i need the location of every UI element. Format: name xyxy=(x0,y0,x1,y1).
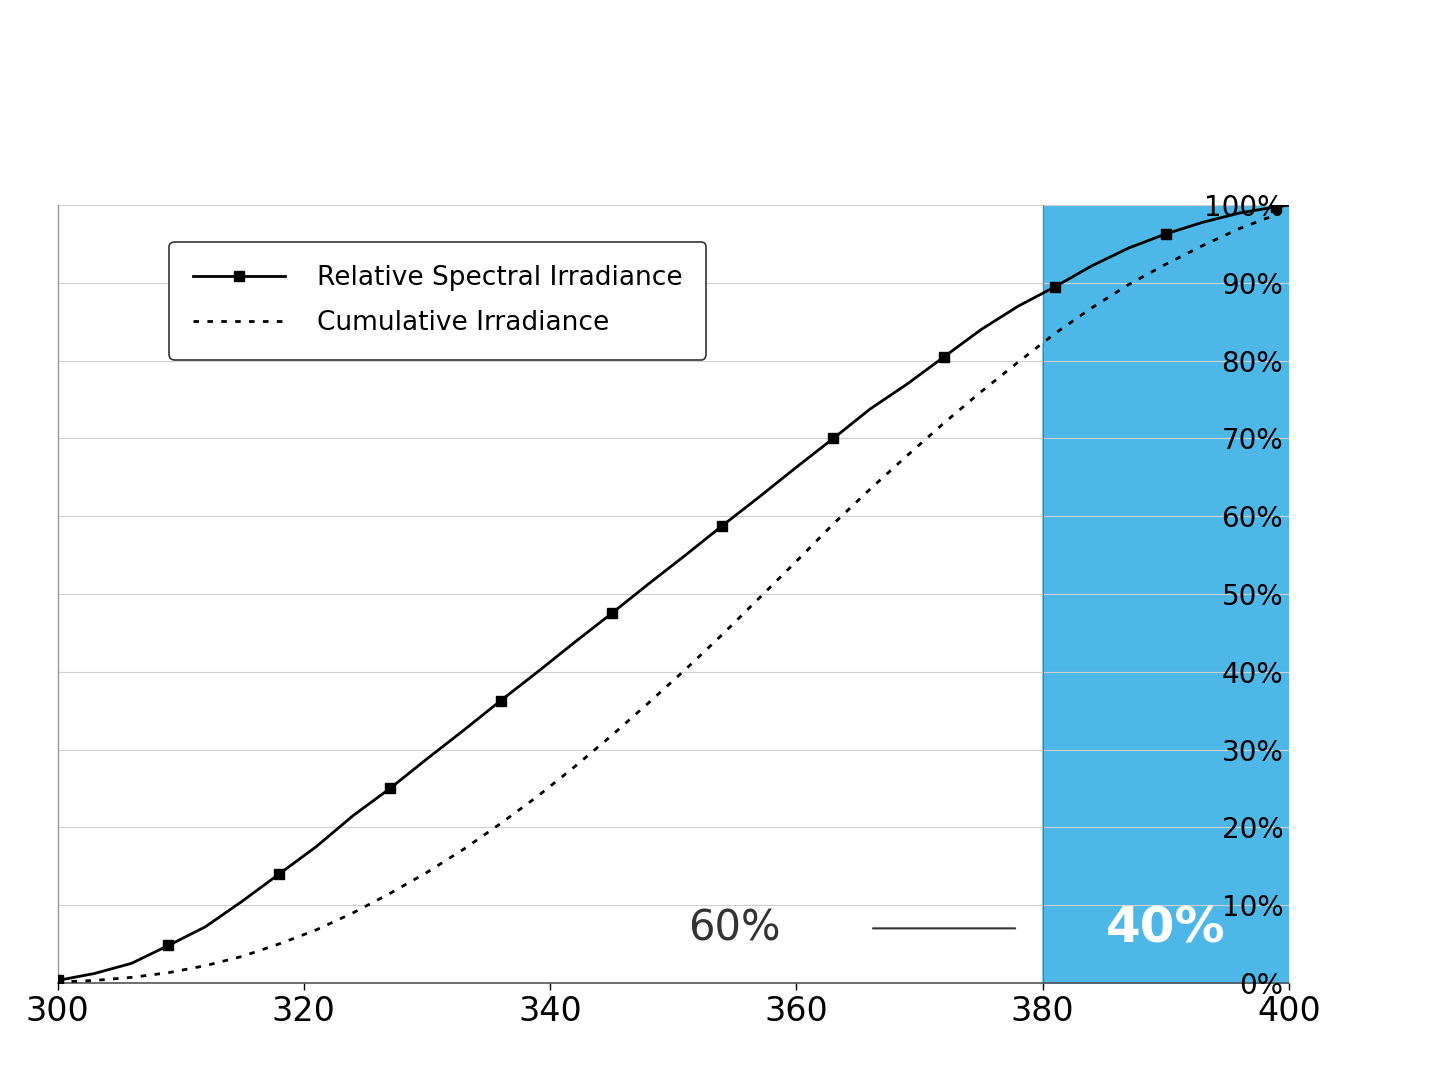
Relative Spectral Irradiance xyxy=(788,461,805,474)
Cumulative Irradiance xyxy=(603,729,621,742)
Cumulative Irradiance xyxy=(566,760,583,773)
Relative Spectral Irradiance xyxy=(972,323,989,336)
Text: 40%: 40% xyxy=(1106,904,1225,953)
Relative Spectral Irradiance xyxy=(233,894,251,907)
Cumulative Irradiance xyxy=(1231,222,1248,235)
Cumulative Irradiance xyxy=(1194,239,1211,252)
Relative Spectral Irradiance xyxy=(492,694,510,707)
Relative Spectral Irradiance xyxy=(1083,259,1100,272)
Cumulative Irradiance xyxy=(936,417,953,430)
Relative Spectral Irradiance xyxy=(1156,228,1174,241)
Cumulative Irradiance xyxy=(1156,258,1174,271)
Cumulative Irradiance xyxy=(492,816,510,829)
Relative Spectral Irradiance xyxy=(639,578,657,591)
Line: Relative Spectral Irradiance: Relative Spectral Irradiance xyxy=(53,200,1293,985)
Cumulative Irradiance xyxy=(1120,278,1138,291)
Relative Spectral Irradiance xyxy=(566,636,583,649)
Relative Spectral Irradiance xyxy=(419,753,436,766)
Cumulative Irradiance xyxy=(750,592,768,605)
Relative Spectral Irradiance xyxy=(936,350,953,363)
Relative Spectral Irradiance xyxy=(344,809,361,822)
Cumulative Irradiance xyxy=(160,967,177,980)
Cumulative Irradiance xyxy=(1267,208,1284,221)
Legend: Relative Spectral Irradiance, Cumulative Irradiance: Relative Spectral Irradiance, Cumulative… xyxy=(170,242,707,360)
Cumulative Irradiance xyxy=(122,971,140,984)
Relative Spectral Irradiance xyxy=(86,967,104,980)
Cumulative Irradiance xyxy=(825,517,842,530)
Text: 60%: 60% xyxy=(688,907,780,949)
Cumulative Irradiance xyxy=(49,975,66,988)
Cumulative Irradiance xyxy=(677,663,694,676)
Cumulative Irradiance xyxy=(197,959,215,972)
Cumulative Irradiance xyxy=(86,974,104,987)
Relative Spectral Irradiance xyxy=(382,782,399,795)
Cumulative Irradiance xyxy=(899,449,916,462)
Relative Spectral Irradiance xyxy=(271,867,288,880)
Relative Spectral Irradiance xyxy=(1267,200,1284,213)
Cumulative Irradiance xyxy=(419,866,436,879)
Cumulative Irradiance xyxy=(861,483,878,496)
Cumulative Irradiance xyxy=(271,937,288,950)
Relative Spectral Irradiance xyxy=(1194,216,1211,229)
Relative Spectral Irradiance xyxy=(899,378,916,391)
Relative Spectral Irradiance xyxy=(49,974,66,987)
Cumulative Irradiance xyxy=(1083,301,1100,314)
Relative Spectral Irradiance xyxy=(1009,300,1027,313)
Relative Spectral Irradiance xyxy=(197,920,215,933)
Relative Spectral Irradiance xyxy=(603,607,621,620)
Cumulative Irradiance xyxy=(455,842,472,855)
Relative Spectral Irradiance xyxy=(714,519,732,532)
Relative Spectral Irradiance xyxy=(160,939,177,951)
Relative Spectral Irradiance xyxy=(1280,199,1297,212)
Cumulative Irradiance xyxy=(714,627,732,640)
Relative Spectral Irradiance xyxy=(1047,281,1064,294)
Relative Spectral Irradiance xyxy=(1231,206,1248,219)
Cumulative Irradiance xyxy=(788,555,805,568)
Relative Spectral Irradiance xyxy=(750,490,768,503)
Relative Spectral Irradiance xyxy=(1120,242,1138,255)
Relative Spectral Irradiance xyxy=(455,724,472,737)
Cumulative Irradiance xyxy=(1009,355,1027,368)
Cumulative Irradiance xyxy=(528,789,546,802)
Relative Spectral Irradiance xyxy=(308,840,325,853)
Cumulative Irradiance xyxy=(1280,199,1297,212)
Relative Spectral Irradiance xyxy=(677,549,694,562)
Cumulative Irradiance xyxy=(1047,327,1064,340)
Cumulative Irradiance xyxy=(972,386,989,399)
Cumulative Irradiance xyxy=(382,887,399,900)
Cumulative Irradiance xyxy=(639,697,657,710)
Relative Spectral Irradiance xyxy=(825,432,842,445)
Relative Spectral Irradiance xyxy=(122,957,140,970)
Line: Cumulative Irradiance: Cumulative Irradiance xyxy=(58,205,1289,982)
Relative Spectral Irradiance xyxy=(528,665,546,678)
Relative Spectral Irradiance xyxy=(861,403,878,416)
Cumulative Irradiance xyxy=(344,906,361,919)
Cumulative Irradiance xyxy=(308,923,325,936)
Cumulative Irradiance xyxy=(233,950,251,963)
